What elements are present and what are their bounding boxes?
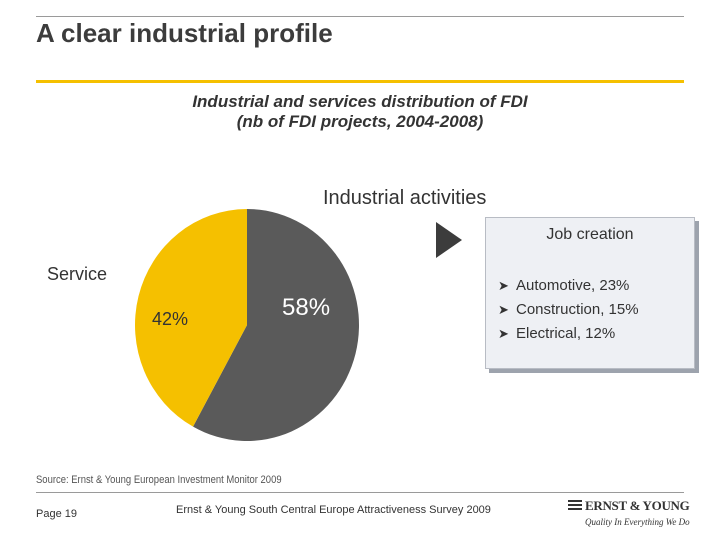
list-item: ➤ Electrical, 12% bbox=[498, 322, 639, 346]
arrow-bullet-icon: ➤ bbox=[498, 278, 509, 293]
slide-title: A clear industrial profile bbox=[36, 18, 333, 48]
chart-title: Industrial and services distribution of … bbox=[192, 92, 528, 111]
service-label: Service bbox=[47, 264, 108, 284]
arrow-bullet-icon: ➤ bbox=[498, 302, 509, 317]
footer-rule bbox=[36, 492, 684, 493]
page-number: Page 19 bbox=[36, 508, 77, 520]
job-creation-box: Job creation ➤ Automotive, 23% ➤ Construct… bbox=[485, 217, 695, 369]
chart-title-block: Industrial and services distribution of … bbox=[110, 92, 610, 132]
pie-chart bbox=[135, 209, 359, 441]
logo-name: ERNST & YOUNG bbox=[585, 498, 690, 513]
chart-subtitle: (nb of FDI projects, 2004-2008) bbox=[236, 112, 484, 131]
logo-mark-icon bbox=[568, 500, 582, 514]
industrial-label: Industrial activities bbox=[323, 187, 487, 209]
pie-slice-service bbox=[135, 209, 247, 427]
logo-tagline: Quality In Everything We Do bbox=[585, 517, 690, 527]
arrow-bullet-icon: ➤ bbox=[498, 326, 509, 341]
industrial-percent-label: 58% bbox=[282, 294, 331, 321]
pie-slice-industrial-activities bbox=[193, 209, 359, 441]
source-note: Source: Ernst & Young European Investmen… bbox=[36, 474, 282, 486]
footer-text: Ernst & Young South Central Europe Attra… bbox=[176, 504, 491, 516]
ernst-young-logo: ERNST & YOUNG Quality In Everything We D… bbox=[568, 498, 690, 532]
title-underline bbox=[36, 80, 684, 83]
service-percent-label: 42% bbox=[152, 309, 189, 329]
list-item: ➤ Automotive, 23% bbox=[498, 274, 639, 298]
job-creation-title: Job creation bbox=[546, 226, 634, 243]
list-item: ➤ Construction, 15% bbox=[498, 298, 639, 322]
job-creation-list: ➤ Automotive, 23% ➤ Construction, 15% ➤ Ele… bbox=[498, 274, 639, 346]
top-rule bbox=[36, 16, 684, 17]
triangle-arrow-icon bbox=[436, 222, 462, 258]
